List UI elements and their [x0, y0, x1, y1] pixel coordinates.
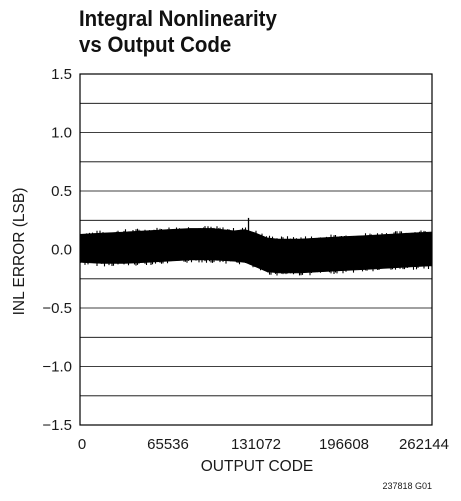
chart-title: Integral Nonlinearity vs Output Code — [79, 6, 277, 58]
inl-noise-trace — [79, 226, 433, 276]
y-tick-label: −0.5 — [42, 300, 72, 317]
chart-title-line-1: Integral Nonlinearity — [79, 6, 277, 31]
y-tick-labels: 1.5 1.0 0.5 0.0 −0.5 −1.0 −1.5 — [42, 66, 72, 434]
y-tick-label: 0.0 — [51, 242, 72, 259]
x-tick-label: 262144 — [399, 436, 449, 453]
plot-frame — [79, 73, 433, 426]
x-tick-label: 0 — [78, 436, 86, 453]
data-series — [79, 217, 433, 276]
chart-title-line-2: vs Output Code — [79, 32, 232, 57]
y-tick-label: −1.0 — [42, 359, 72, 376]
x-tick-label: 196608 — [319, 436, 369, 453]
y-axis-label: INL ERROR (LSB) — [11, 188, 28, 316]
y-tick-label: 0.5 — [51, 183, 72, 200]
figure-id: 237818 G01 — [382, 481, 432, 491]
x-tick-label: 131072 — [231, 436, 281, 453]
y-tick-label: 1.0 — [51, 125, 72, 142]
x-tick-label: 65536 — [147, 436, 189, 453]
y-tick-label: −1.5 — [42, 417, 72, 434]
x-axis-label: OUTPUT CODE — [201, 458, 314, 475]
x-tick-labels: 0 65536 131072 196608 262144 — [78, 436, 449, 453]
y-tick-label: 1.5 — [51, 66, 72, 83]
